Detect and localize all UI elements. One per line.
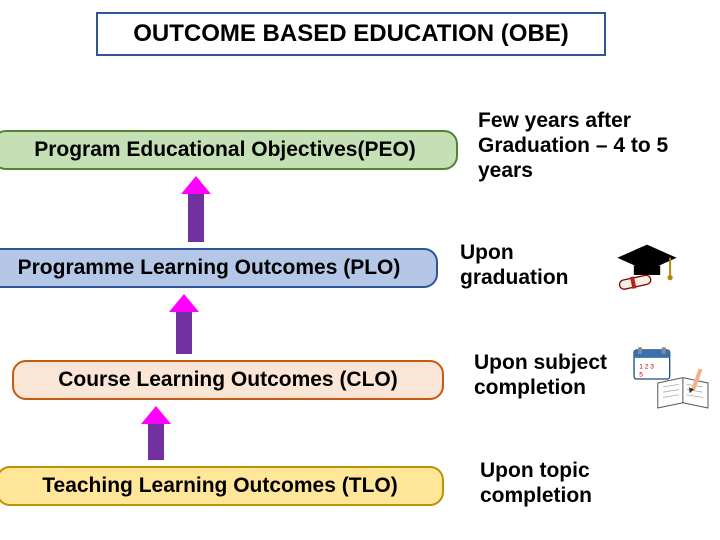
timing-text: Upon topic completion — [480, 459, 592, 507]
level-label: Teaching Learning Outcomes (TLO) — [42, 474, 397, 498]
arrow-tip — [141, 406, 171, 424]
level-box-plo: Programme Learning Outcomes (PLO) — [0, 248, 438, 288]
svg-text:5: 5 — [639, 371, 643, 378]
arrow-tip — [169, 294, 199, 312]
timing-tlo: Upon topic completion — [480, 458, 630, 508]
timing-peo: Few years after Graduation – 4 to 5 year… — [478, 108, 708, 184]
timing-text: Upon graduation — [460, 241, 569, 289]
level-box-peo: Program Educational Objectives(PEO) — [0, 130, 458, 170]
timing-text: Upon subject completion — [474, 351, 607, 399]
timing-clo: Upon subject completion — [474, 350, 624, 400]
level-box-tlo: Teaching Learning Outcomes (TLO) — [0, 466, 444, 506]
arrow-stem — [188, 194, 204, 242]
timing-plo: Upon graduation — [460, 240, 610, 290]
arrow-stem — [148, 424, 164, 460]
arrow-stem — [176, 312, 192, 354]
level-box-clo: Course Learning Outcomes (CLO) — [12, 360, 444, 400]
svg-text:1 2 3: 1 2 3 — [639, 363, 654, 370]
page-title-text: OUTCOME BASED EDUCATION (OBE) — [133, 20, 569, 48]
level-label: Program Educational Objectives(PEO) — [34, 138, 416, 162]
timing-text: Few years after Graduation – 4 to 5 year… — [478, 109, 668, 182]
page-title: OUTCOME BASED EDUCATION (OBE) — [96, 12, 606, 56]
arrow-tip — [181, 176, 211, 194]
calendar-book-icon: 1 2 3 5 — [628, 346, 714, 412]
graduation-icon — [614, 238, 680, 304]
level-label: Course Learning Outcomes (CLO) — [58, 368, 398, 392]
level-label: Programme Learning Outcomes (PLO) — [18, 256, 401, 280]
